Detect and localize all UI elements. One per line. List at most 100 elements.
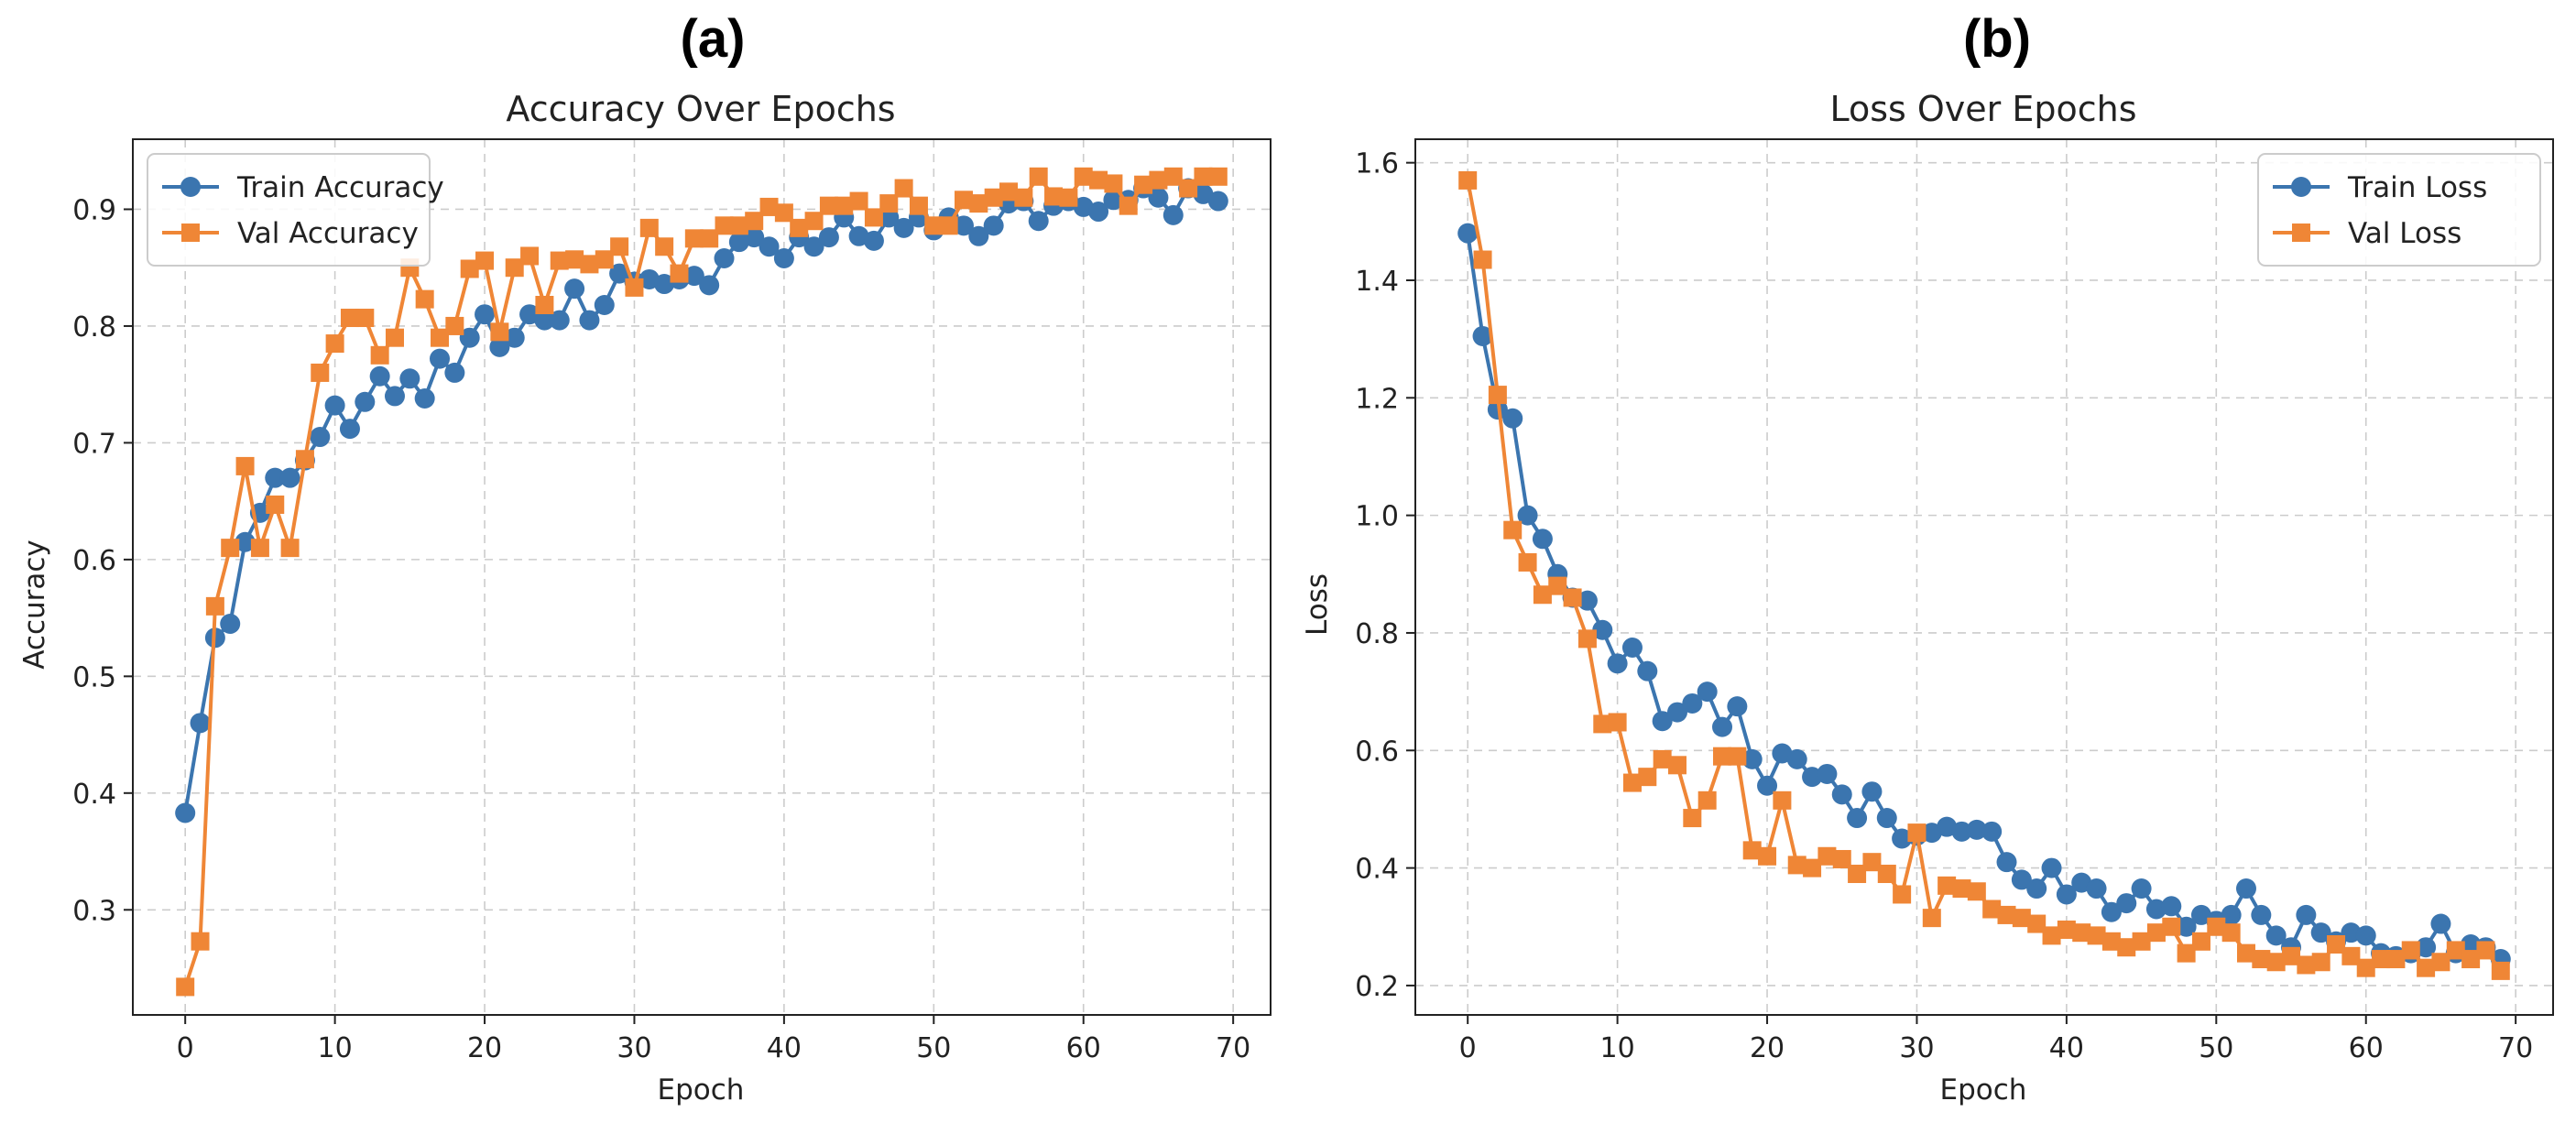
- loss-val-loss-point: [2356, 958, 2375, 977]
- accuracy-legend-val-accuracy-marker: [181, 224, 200, 242]
- accuracy-x-tick-label: 0: [177, 1032, 194, 1064]
- accuracy-val-accuracy-point: [984, 188, 1003, 207]
- loss-train-loss-point: [2221, 904, 2242, 925]
- accuracy-train-accuracy-point: [564, 278, 585, 300]
- loss-val-loss-point: [1458, 170, 1478, 190]
- accuracy-val-accuracy-point: [176, 977, 195, 997]
- loss-train-loss-point: [2161, 896, 2182, 917]
- loss-x-tick-label: 40: [2049, 1032, 2084, 1064]
- accuracy-x-tick-label: 30: [617, 1032, 651, 1064]
- loss-y-tick-label: 1.0: [1355, 501, 1399, 533]
- loss-val-loss-point: [1803, 858, 1822, 878]
- accuracy-val-accuracy-point: [759, 197, 779, 216]
- accuracy-train-accuracy-point: [324, 395, 345, 416]
- accuracy-val-accuracy-point: [909, 196, 928, 215]
- loss-val-loss-point: [1952, 879, 1971, 899]
- loss-train-loss-point: [2251, 904, 2272, 925]
- accuracy-train-accuracy-point: [220, 613, 241, 634]
- accuracy-val-accuracy-point: [1163, 167, 1183, 186]
- loss-val-loss-point: [1982, 899, 2002, 919]
- accuracy-x-tick-label: 10: [318, 1032, 353, 1064]
- accuracy-val-accuracy-point: [475, 251, 495, 270]
- accuracy-val-accuracy-point: [639, 218, 659, 237]
- loss-train-loss-point: [1892, 828, 1913, 849]
- accuracy-val-accuracy-point: [370, 345, 389, 365]
- loss-legend-train-loss-label: Train Loss: [2347, 171, 2487, 204]
- accuracy-val-accuracy-point: [355, 309, 375, 328]
- accuracy-val-accuracy-point: [266, 495, 285, 514]
- accuracy-val-accuracy-point: [835, 196, 854, 215]
- accuracy-val-accuracy-point: [520, 246, 540, 266]
- accuracy-train-accuracy-point: [579, 310, 600, 331]
- accuracy-val-accuracy-point: [191, 932, 210, 951]
- accuracy-val-accuracy-point: [1104, 174, 1123, 193]
- accuracy-chart: Accuracy Over Epochs Epoch Accuracy 0 10 2…: [18, 89, 1272, 1107]
- loss-val-loss-point: [2252, 950, 2271, 969]
- accuracy-val-accuracy-point: [415, 289, 434, 309]
- loss-train-loss-point: [1712, 716, 1733, 737]
- loss-train-loss-point: [2086, 878, 2107, 899]
- accuracy-val-accuracy-point: [1119, 196, 1138, 215]
- accuracy-train-accuracy-point: [773, 248, 794, 269]
- loss-train-loss-point: [1472, 325, 1493, 346]
- accuracy-val-accuracy-point: [804, 212, 824, 231]
- loss-x-tick-label: 70: [2498, 1032, 2533, 1064]
- accuracy-legend-train-accuracy-marker: [180, 177, 201, 197]
- accuracy-train-accuracy-point: [683, 266, 704, 287]
- accuracy-val-accuracy-point: [280, 539, 300, 558]
- accuracy-val-accuracy-point: [969, 194, 988, 213]
- loss-train-loss-point: [2235, 878, 2256, 899]
- loss-val-loss-point: [1848, 865, 1867, 884]
- accuracy-y-tick-label: 0.4: [72, 779, 116, 811]
- loss-val-loss-point: [1997, 905, 2016, 924]
- accuracy-y-axis-label: Accuracy: [18, 540, 51, 670]
- loss-val-loss-point: [2372, 950, 2391, 969]
- accuracy-val-accuracy-point: [1014, 188, 1033, 207]
- accuracy-val-accuracy-point: [565, 250, 584, 269]
- loss-train-loss-point: [1727, 696, 1748, 717]
- accuracy-val-accuracy-point: [1134, 175, 1153, 194]
- accuracy-val-accuracy-point: [999, 182, 1019, 202]
- loss-train-loss-point: [1682, 692, 1703, 714]
- accuracy-legend-val-accuracy-label: Val Accuracy: [237, 217, 419, 250]
- loss-train-loss-point: [1517, 505, 1538, 526]
- accuracy-val-accuracy-point: [610, 237, 629, 256]
- loss-val-loss-point: [1922, 909, 1941, 928]
- loss-val-loss-point: [1667, 756, 1686, 775]
- accuracy-x-tick-label: 70: [1216, 1032, 1250, 1064]
- accuracy-val-accuracy-point: [221, 539, 240, 558]
- accuracy-train-accuracy-point: [430, 348, 451, 369]
- accuracy-train-accuracy-point: [549, 310, 570, 331]
- accuracy-train-accuracy-point: [803, 236, 824, 257]
- accuracy-y-tick-label: 0.6: [72, 545, 116, 577]
- accuracy-axes-frame: [132, 138, 1272, 1016]
- accuracy-x-axis-label: Epoch: [658, 1074, 745, 1107]
- loss-x-tick-label: 30: [1899, 1032, 1934, 1064]
- accuracy-x-tick-label: 20: [467, 1032, 502, 1064]
- loss-val-loss-point: [1488, 386, 1507, 405]
- accuracy-train-accuracy-point: [714, 248, 735, 269]
- loss-val-loss-point: [1862, 853, 1882, 872]
- accuracy-val-accuracy-point: [1149, 170, 1168, 190]
- accuracy-val-accuracy-point: [460, 259, 479, 278]
- accuracy-val-accuracy-point: [535, 296, 554, 315]
- accuracy-val-accuracy-point: [879, 194, 899, 213]
- accuracy-val-accuracy-point: [490, 322, 509, 342]
- loss-train-loss-point: [1577, 590, 1598, 611]
- loss-train-loss-point: [1847, 808, 1868, 829]
- loss-train-loss-point: [1741, 748, 1763, 769]
- loss-val-loss-point: [2146, 923, 2166, 943]
- loss-train-loss-point: [1532, 529, 1553, 550]
- loss-x-tick-label: 10: [1600, 1032, 1635, 1064]
- loss-val-loss-point: [2072, 923, 2091, 943]
- loss-val-loss-point: [1773, 790, 1792, 810]
- accuracy-y-tick-label: 0.3: [72, 895, 116, 927]
- accuracy-train-accuracy-point: [1028, 211, 1049, 232]
- loss-train-loss-point: [2056, 884, 2077, 905]
- loss-y-axis-label: Loss: [1301, 573, 1334, 636]
- accuracy-y-tick-label: 0.5: [72, 661, 116, 693]
- accuracy-val-accuracy-point: [894, 179, 913, 198]
- loss-val-loss-point: [2132, 932, 2151, 951]
- accuracy-val-accuracy-point: [385, 328, 404, 347]
